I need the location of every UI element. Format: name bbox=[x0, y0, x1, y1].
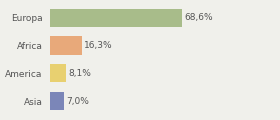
Bar bbox=[50, 36, 82, 54]
Text: 68,6%: 68,6% bbox=[185, 13, 213, 22]
Bar bbox=[50, 92, 64, 110]
Text: 7,0%: 7,0% bbox=[66, 97, 89, 106]
Text: 16,3%: 16,3% bbox=[84, 41, 113, 50]
Text: 8,1%: 8,1% bbox=[68, 69, 91, 78]
Bar bbox=[50, 9, 182, 27]
Bar bbox=[50, 64, 66, 82]
